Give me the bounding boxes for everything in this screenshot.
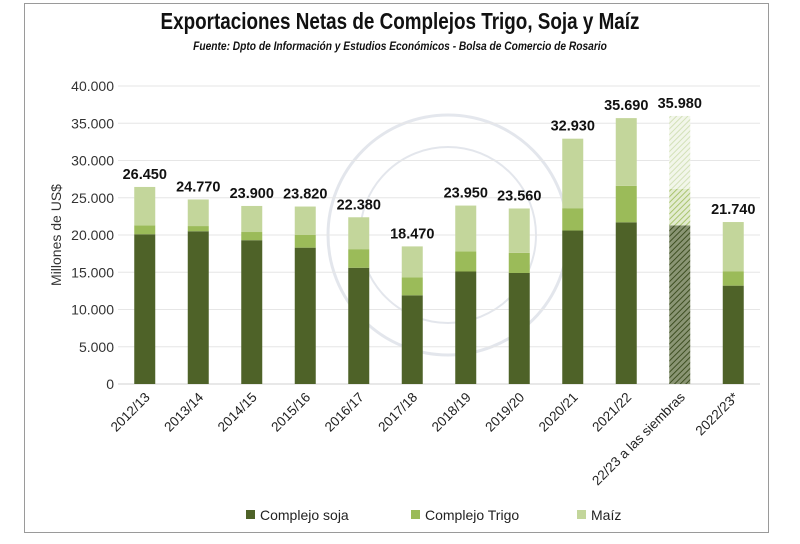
bar-segment-complejo-soja [615,222,637,384]
bar-segment-complejo-trigo [294,235,316,248]
legend-label: Maíz [591,507,621,523]
bar-segment-maíz [294,206,316,235]
bar-segment-maíz [348,217,370,250]
x-tick-label: 2016/17 [322,390,367,435]
data-label: 24.770 [176,179,220,195]
x-tick-label: 2019/20 [482,390,527,435]
data-label: 23.560 [497,188,541,204]
data-label: 23.900 [230,186,274,202]
y-tick-label: 0 [106,376,114,392]
bar-segment-complejo-soja [455,271,477,384]
bar-segment-maíz [722,222,744,272]
data-label: 22.380 [337,197,381,213]
bar-segment-complejo-trigo [722,271,744,286]
bar-segment-complejo-trigo [562,208,584,231]
chart-title: Exportaciones Netas de Complejos Trigo, … [160,8,640,34]
bar-segment-complejo-soja [134,234,156,384]
y-tick-label: 30.000 [71,153,114,169]
y-tick-label: 15.000 [71,264,114,280]
bar-segment-maíz [241,205,263,233]
y-tick-label: 40.000 [71,78,114,94]
chart-subtitle: Fuente: Dpto de Información y Estudios E… [193,39,607,53]
bar-segment-maíz [134,186,156,226]
bar-segment-complejo-trigo [455,251,477,272]
bar-segment-complejo-trigo [669,188,691,226]
x-tick-label: 2013/14 [161,389,206,434]
x-tick-label: 2018/19 [429,390,474,435]
bar-segment-maíz [455,205,477,252]
y-tick-label: 5.000 [79,339,114,355]
bar-segment-complejo-trigo [241,232,263,241]
x-tick-label: 2012/13 [108,390,153,435]
bar-segment-complejo-soja [669,225,691,384]
bar-segment-maíz [508,208,530,253]
bar-segment-maíz [562,138,584,209]
data-label: 35.980 [658,96,702,112]
bar-segment-maíz [669,115,691,189]
y-tick-label: 10.000 [71,302,114,318]
legend-label: Complejo soja [260,507,349,523]
bar-segment-complejo-trigo [508,252,530,273]
bar-segment-complejo-soja [348,267,370,384]
x-tick-label: 2017/18 [375,390,420,435]
x-tick-label: 2021/22 [589,390,634,435]
bar-segment-complejo-trigo [348,249,370,268]
bar-segment-complejo-soja [722,285,744,384]
data-label: 21.740 [711,202,755,218]
bar-segment-maíz [187,199,209,227]
bar-segment-complejo-trigo [615,185,637,223]
bar-segment-maíz [615,118,637,186]
data-label: 32.930 [551,119,595,135]
bar-segment-maíz [401,246,423,278]
bar-segment-complejo-soja [508,272,530,384]
x-tick-label: 2015/16 [268,390,313,435]
data-label: 35.690 [604,98,648,114]
bar-segment-complejo-trigo [134,225,156,235]
legend-swatch [577,510,586,519]
bar-segment-complejo-trigo [187,226,209,232]
bar-segment-complejo-soja [562,230,584,384]
y-tick-label: 20.000 [71,227,114,243]
x-tick-label: 22/23 a las siembras [589,389,688,488]
x-tick-label: 2014/15 [215,390,260,435]
data-label: 18.470 [390,226,434,242]
bar-segment-complejo-soja [401,295,423,384]
bar-segment-complejo-trigo [401,277,423,296]
chart-frame [24,3,769,533]
legend-swatch [411,510,420,519]
x-tick-label: 2022/23* [693,389,742,438]
y-tick-label: 25.000 [71,190,114,206]
bar-segment-complejo-soja [187,231,209,384]
bar-segment-complejo-soja [241,240,263,384]
data-label: 23.950 [444,186,488,202]
y-tick-label: 35.000 [71,115,114,131]
legend-swatch [246,510,255,519]
y-axis-label: Millones de US$ [48,184,64,286]
data-label: 23.820 [283,187,327,203]
legend-label: Complejo Trigo [425,507,519,523]
data-label: 26.450 [123,167,167,183]
x-tick-label: 2020/21 [536,390,581,435]
bar-segment-complejo-soja [294,247,316,384]
